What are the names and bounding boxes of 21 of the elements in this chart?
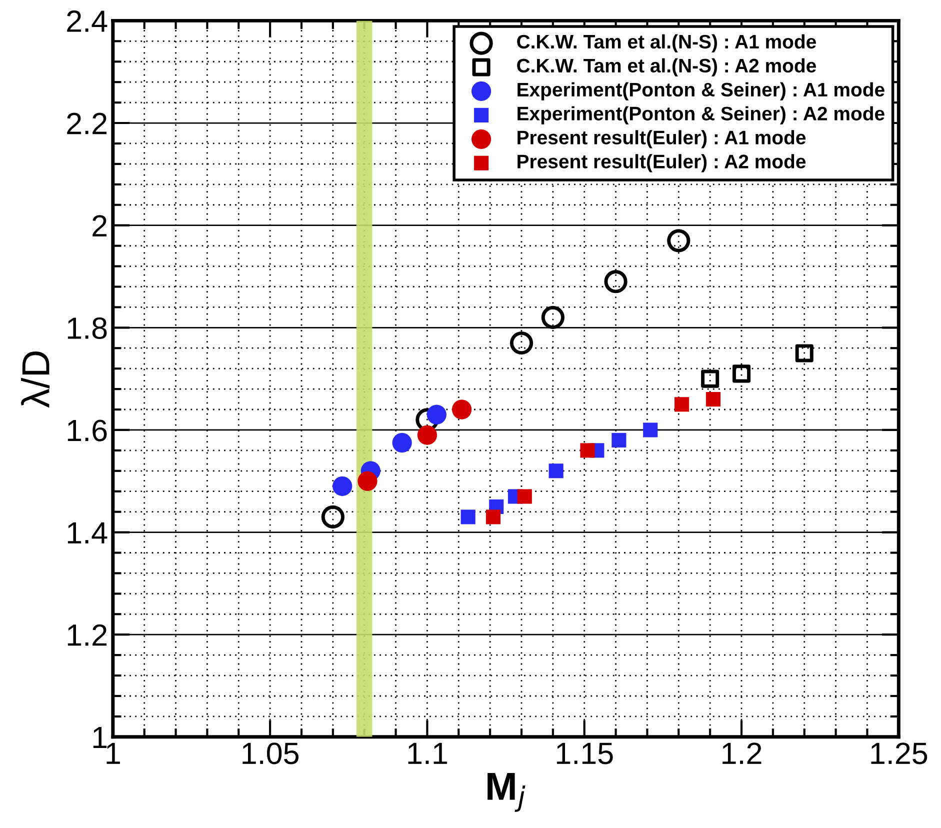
legend-label: C.K.W. Tam et al.(N-S) : A1 mode — [517, 34, 816, 52]
x-tick-label: 1.25 — [871, 742, 928, 764]
x-tick-label: 1.2 — [722, 742, 762, 764]
y-axis-title: λ/D — [21, 352, 50, 408]
y-tick-label: 2.2 — [67, 112, 107, 134]
y-tick-label: 2 — [92, 215, 107, 236]
x-tick-label: 1.05 — [242, 742, 299, 764]
x-tick-label: 1.15 — [556, 742, 613, 764]
y-tick-label: 1.4 — [68, 522, 108, 544]
y-tick-label: 1.2 — [68, 624, 107, 646]
legend-label: Experiment(Ponton & Seiner) : A1 mode — [518, 82, 884, 100]
y-tick-label: 1.6 — [68, 420, 107, 442]
legend-label: Experiment(Ponton & Seiner) : A2 mode — [518, 106, 884, 124]
legend-label: C.K.W. Tam et al.(N-S) : A2 mode — [517, 58, 816, 76]
legend-label: Present result(Euler) : A2 mode — [518, 154, 806, 172]
x-tick-label: 1.1 — [408, 742, 447, 764]
y-tick-label: 1.8 — [68, 317, 107, 340]
y-tick-label: 2.4 — [67, 10, 108, 32]
y-tick-label: 1 — [93, 726, 107, 748]
x-axis-title: M$_{j}$ — [488, 773, 526, 812]
legend-label: Present result(Euler) : A1 mode — [518, 130, 806, 148]
